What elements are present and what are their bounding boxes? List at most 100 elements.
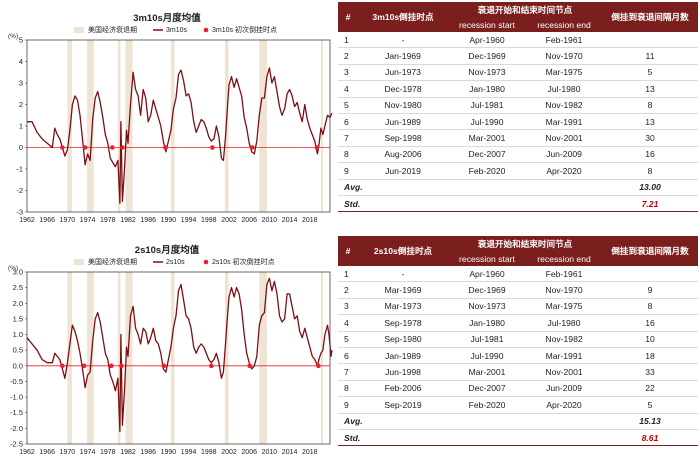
legend-swatch-recession	[74, 259, 84, 265]
inversion-marker	[120, 145, 125, 150]
table-row: 2 Mar-1969 Dec-1969 Nov-1970 9	[338, 281, 699, 299]
y-tick-label: -2	[16, 186, 23, 195]
y-tick-label: 5	[19, 36, 23, 45]
inversion-marker	[82, 145, 88, 150]
std-row: Std. 8.61	[338, 429, 699, 447]
recession-band	[320, 40, 323, 212]
header-invert: 3m10s倒挂时点	[358, 2, 448, 32]
recession-band	[67, 272, 72, 444]
table-row: 9 Sep-2019 Feb-2020 Apr-2020 5	[338, 396, 699, 414]
table-row: 2 Jan-1969 Dec-1969 Nov-1970 11	[338, 47, 699, 65]
chart-3m10s-svg: 3m10s月度均值 (%) -3 -2 -1 0 1 2 3 4 5 1962 1966 1970 1974…	[8, 12, 333, 224]
x-tick-label: 1974	[80, 449, 96, 456]
x-tick-label: 1966	[39, 449, 55, 456]
y-tick-label: 1	[19, 122, 23, 131]
y-tick-label: 0.5	[13, 346, 23, 355]
avg-row: Avg. 15.13	[338, 412, 699, 430]
y-tick-label: 0	[19, 143, 23, 152]
unit-label: (%)	[8, 265, 18, 272]
table-row: 5 Sep-1980 Jul-1981 Nov-1982 10	[338, 331, 699, 348]
x-tick-label: 1982	[120, 217, 136, 224]
inversion-marker	[209, 363, 214, 369]
table-row: 7 Jun-1998 Mar-2001 Nov-2001 33	[338, 363, 699, 381]
inversion-marker	[314, 145, 320, 150]
header-idx: #	[338, 236, 358, 266]
x-tick-label: 1970	[60, 449, 76, 456]
x-tick-label: 2002	[221, 217, 237, 224]
inversion-marker	[247, 363, 253, 369]
x-tick-label: 2018	[302, 217, 318, 224]
y-tick-label: 0.0	[13, 361, 23, 370]
recession-band	[259, 40, 267, 212]
x-tick-label: 2006	[241, 449, 257, 456]
y-tick-label: 1.0	[13, 330, 23, 339]
y-tick-label: 2.0	[13, 299, 23, 308]
legend-label: 美国经济衰退期	[88, 25, 137, 34]
legend-label: 3m10s 初次倒挂时点	[212, 25, 277, 34]
table-row: 8 Feb-2006 Dec-2007 Jun-2009 22	[338, 380, 699, 398]
y-tick-label: -2.0	[10, 424, 23, 433]
x-tick-label: 1986	[140, 449, 156, 456]
x-tick-label: 1978	[100, 217, 116, 224]
table-row: 9 Jun-2019 Feb-2020 Apr-2020 8	[338, 162, 699, 180]
table-row: 4 Dec-1978 Jan-1980 Jul-1980 13	[338, 80, 699, 98]
inversion-marker	[316, 363, 321, 369]
x-tick-label: 2014	[282, 217, 298, 224]
recession-band	[125, 272, 133, 444]
table-row: 3 Mar-1973 Nov-1973 Mar-1975 8	[338, 298, 699, 316]
recession-band	[170, 272, 175, 444]
table-row: 7 Sep-1998 Mar-2001 Nov-2001 30	[338, 129, 699, 147]
x-tick-label: 1986	[140, 217, 156, 224]
legend-label: 3m10s	[166, 27, 188, 34]
inversion-marker	[249, 145, 255, 150]
table-row: 1- Apr-1960 Feb-1961	[338, 32, 699, 49]
x-tick-label: 2010	[262, 449, 278, 456]
inversion-marker	[163, 145, 168, 150]
y-tick-label: 2.5	[13, 283, 23, 292]
x-tick-label: 2006	[241, 217, 257, 224]
header-start: recession start	[448, 17, 526, 32]
header-idx: #	[338, 2, 358, 32]
header-invert: 2s10s倒挂时点	[358, 236, 448, 266]
y-tick-label: 4	[19, 57, 23, 66]
x-tick-label: 1982	[120, 449, 136, 456]
x-tick-label: 1990	[161, 449, 177, 456]
chart-2s10s: 2s10s月度均值 (%) -2.5 -2.0 -1.5 -1.0 -0.5 0.0 0.5 1.…	[0, 232, 335, 457]
x-tick-label: 1998	[201, 217, 217, 224]
table-row: 1- Apr-1960 Feb-1961	[338, 266, 699, 283]
inversion-marker	[109, 363, 114, 369]
y-tick-label: 3.0	[13, 268, 23, 277]
legend-label: 2s10s 初次倒挂时点	[212, 257, 275, 266]
chart-title: 3m10s月度均值	[133, 12, 201, 24]
y-tick-label: -0.5	[10, 377, 23, 386]
recession-band	[259, 272, 267, 444]
legend-label: 美国经济衰退期	[88, 257, 137, 266]
recession-band	[320, 272, 323, 444]
y-tick-label: -2.5	[10, 440, 23, 449]
y-tick-label: 2	[19, 100, 23, 109]
x-tick-label: 1974	[80, 217, 96, 224]
table-row: 4 Sep-1978 Jan-1980 Jul-1980 16	[338, 314, 699, 332]
unit-label: (%)	[8, 33, 18, 40]
x-tick-label: 2018	[302, 449, 318, 456]
y-tick-label: 3	[19, 79, 23, 88]
header-gap: 倒挂到衰退间隔月数	[602, 2, 699, 32]
table-2s10s: # 2s10s倒挂时点 衰退开始和结束时间节点 倒挂到衰退间隔月数 recess…	[338, 236, 699, 447]
inversion-marker	[161, 363, 167, 369]
x-tick-label: 1978	[100, 449, 116, 456]
inversion-marker	[60, 363, 65, 369]
header-end: recession end	[526, 251, 603, 266]
series-line	[27, 67, 333, 205]
legend-swatch-marker	[203, 259, 209, 265]
inversion-marker	[119, 363, 124, 369]
chart-3m10s: 3m10s月度均值 (%) -3 -2 -1 0 1 2 3 4 5 1962 1966 1970 1974…	[0, 0, 335, 225]
x-tick-label: 1970	[60, 217, 76, 224]
recession-band	[87, 40, 94, 212]
chart-2s10s-svg: 2s10s月度均值 (%) -2.5 -2.0 -1.5 -1.0 -0.5 0.0 0.5 1.…	[8, 244, 333, 456]
recession-band	[117, 272, 121, 444]
recession-band	[224, 272, 229, 444]
x-tick-label: 2014	[282, 449, 298, 456]
recession-band	[117, 40, 121, 212]
x-tick-label: 1998	[201, 449, 217, 456]
x-tick-label: 1962	[19, 217, 35, 224]
